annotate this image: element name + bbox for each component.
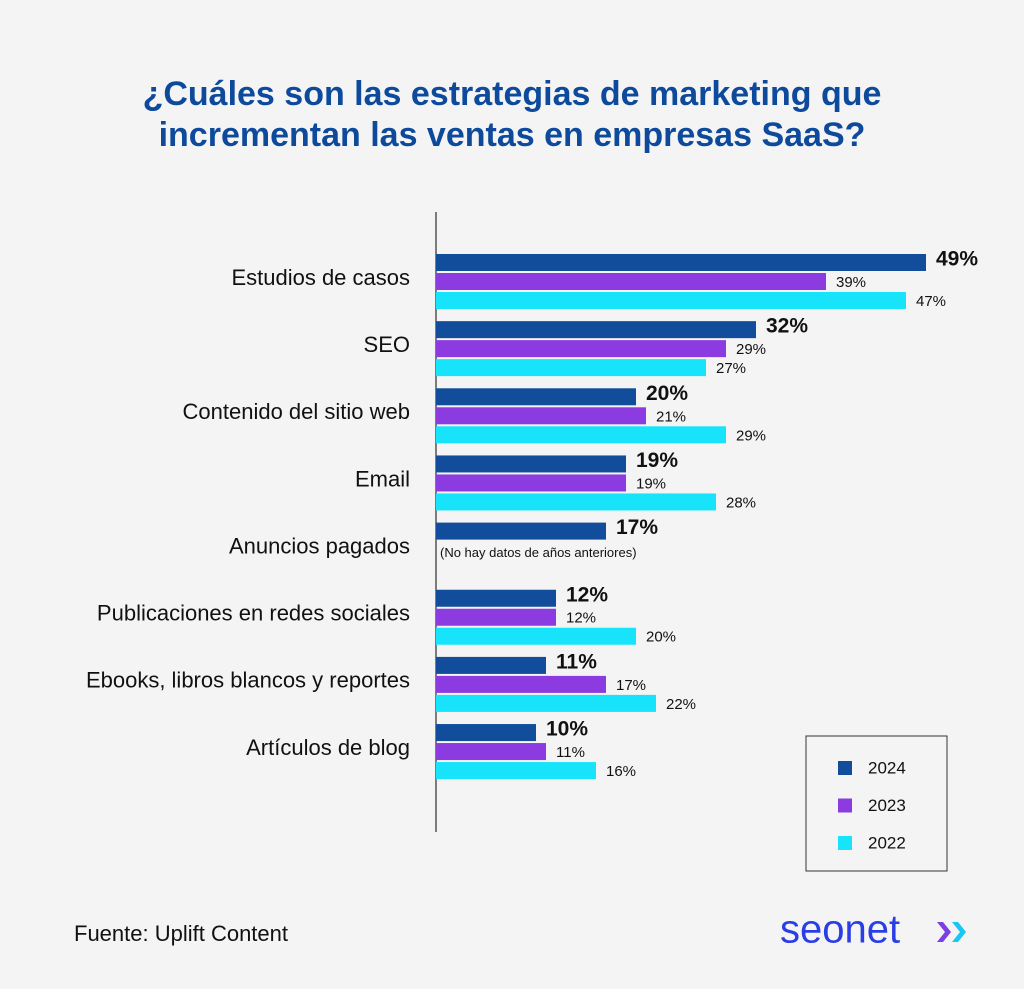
legend-box: [805, 735, 948, 872]
value-label: 12%: [566, 583, 608, 606]
y-tick-label: Email: [355, 466, 410, 491]
value-label: 49%: [936, 248, 978, 271]
source: Fuente: Uplift Content: [74, 921, 288, 946]
legend-label: 2023: [868, 796, 906, 815]
bar: [436, 743, 546, 761]
bar: [436, 589, 556, 607]
bar: [436, 493, 716, 511]
bar: [436, 273, 826, 290]
bar: [436, 321, 756, 339]
annotation: (No hay datos de años anteriores): [440, 545, 637, 560]
y-tick-label: Contenido del sitio web: [183, 399, 410, 424]
bar: [436, 522, 606, 540]
bar: [436, 292, 906, 309]
value-label: 17%: [616, 677, 646, 694]
bar: [436, 675, 606, 693]
bar: [436, 359, 706, 377]
chart-title: ¿Cuáles son las estrategias de marketing…: [142, 75, 882, 154]
value-label: 10%: [546, 718, 588, 741]
logo-arrow: [937, 922, 951, 942]
value-label: 11%: [556, 744, 585, 761]
value-label: 17%: [616, 516, 658, 539]
bar: [436, 627, 636, 645]
value-label: 20%: [646, 629, 676, 646]
bar: [436, 474, 626, 492]
legend-label: 2024: [868, 758, 906, 777]
bar: [436, 762, 596, 780]
value-label: 28%: [726, 494, 756, 511]
value-label: 29%: [736, 427, 766, 444]
bar: [436, 608, 556, 626]
value-label: 29%: [736, 341, 766, 358]
value-label: 20%: [646, 382, 688, 405]
value-label: 16%: [606, 763, 636, 780]
logo-arrow: [952, 922, 966, 942]
bar: [436, 340, 726, 358]
value-label: 39%: [836, 274, 866, 291]
bar: [436, 426, 726, 444]
value-label: 32%: [766, 315, 808, 338]
logo: seonet: [780, 908, 900, 952]
value-label: 21%: [656, 408, 686, 425]
bar: [436, 455, 626, 473]
y-tick-label: Artículos de blog: [246, 735, 410, 760]
y-tick-label: SEO: [364, 332, 410, 357]
value-label: 22%: [666, 696, 696, 713]
value-label: 47%: [916, 293, 946, 310]
legend-swatch: [838, 761, 852, 775]
bar: [436, 656, 546, 674]
value-label: 11%: [556, 650, 597, 673]
bar: [436, 254, 926, 271]
bar: [436, 694, 656, 712]
bar: [436, 724, 536, 742]
legend-label: 2022: [868, 833, 906, 852]
bar: [436, 388, 636, 406]
y-tick-label: Publicaciones en redes sociales: [97, 601, 410, 626]
legend-swatch: [838, 798, 852, 813]
y-tick-label: Ebooks, libros blancos y reportes: [86, 668, 410, 693]
value-label: 27%: [716, 360, 746, 377]
value-label: 12%: [566, 610, 596, 627]
y-tick-label: Estudios de casos: [231, 265, 410, 290]
legend-swatch: [838, 836, 852, 850]
y-tick-label: Anuncios pagados: [229, 533, 410, 558]
value-label: 19%: [636, 449, 678, 472]
value-label: 19%: [636, 475, 666, 492]
bar: [436, 407, 646, 425]
